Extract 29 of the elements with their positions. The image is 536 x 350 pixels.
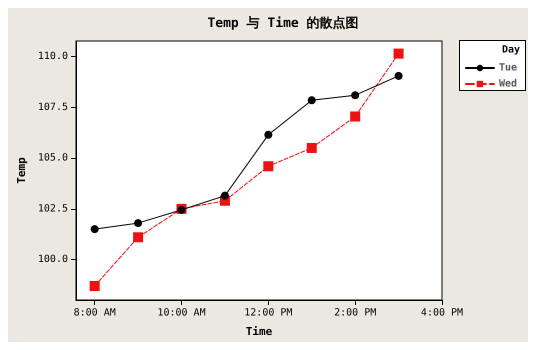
point [394,72,403,80]
chart-title: Temp 与 Time 的散点图 [207,15,359,31]
x-tick-label: 2:00 PM [334,308,376,318]
legend-title: Day [502,44,520,56]
point [306,142,317,153]
point [351,91,360,100]
y-tick-label: 110.0 [38,51,68,62]
legend-label: Tue [498,62,517,74]
x-tick-label: 8:00 AM [74,308,116,318]
point [263,161,274,172]
x-tick-label: 4:00 PM [420,308,464,318]
point [394,48,404,59]
y-tick-label: 100.0 [38,254,68,266]
point [133,232,144,242]
point [134,219,142,228]
point [90,225,99,234]
y-tick-label: 102.5 [38,203,68,214]
point [350,112,360,122]
x-tick-label: 12:00 PM [244,308,292,318]
x-axis-title: Time [246,325,273,338]
y-axis-title: Temp [15,156,28,184]
point [90,280,100,291]
y-tick-label: 105.0 [38,152,68,164]
legend-label: Wed [498,78,517,90]
point [264,130,272,139]
y-tick-label: 107.5 [38,102,68,113]
point [308,96,316,104]
x-tick-label: 10:00 AM [157,308,206,318]
point [220,192,229,200]
